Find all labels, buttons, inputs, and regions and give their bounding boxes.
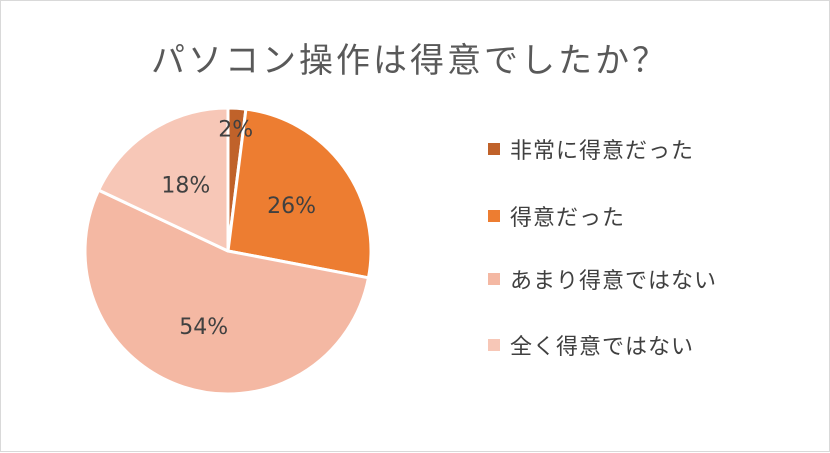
- legend-label-very-good: 非常に得意だった: [510, 139, 695, 164]
- chart-title: パソコン操作は得意でしたか？: [151, 41, 669, 81]
- data-label-good: 26%: [267, 194, 316, 219]
- legend-item-very-good: 非常に得意だった: [488, 129, 818, 169]
- legend-swatch-good: [488, 210, 500, 222]
- legend-item-not-very-good: あまり得意ではない: [488, 259, 818, 299]
- pie-slice-not-very-good: [83, 188, 370, 396]
- pie-slice-good: [226, 107, 373, 280]
- legend-swatch-not-good-at-all: [488, 339, 500, 351]
- data-label-very-good: 2%: [218, 117, 253, 142]
- legend-item-good: 得意だった: [488, 196, 818, 236]
- pie-slice-not-good-at-all: [97, 106, 230, 253]
- legend-label-not-very-good: あまり得意ではない: [510, 269, 718, 294]
- legend-swatch-not-very-good: [488, 273, 500, 285]
- legend-swatch-very-good: [488, 143, 500, 155]
- legend-label-not-good-at-all: 全く得意ではない: [510, 335, 695, 360]
- data-label-not-very-good: 54%: [179, 315, 228, 340]
- legend-label-good: 得意だった: [510, 206, 626, 231]
- legend-item-not-good-at-all: 全く得意ではない: [488, 325, 818, 365]
- data-label-not-good-at-all: 18%: [161, 174, 210, 199]
